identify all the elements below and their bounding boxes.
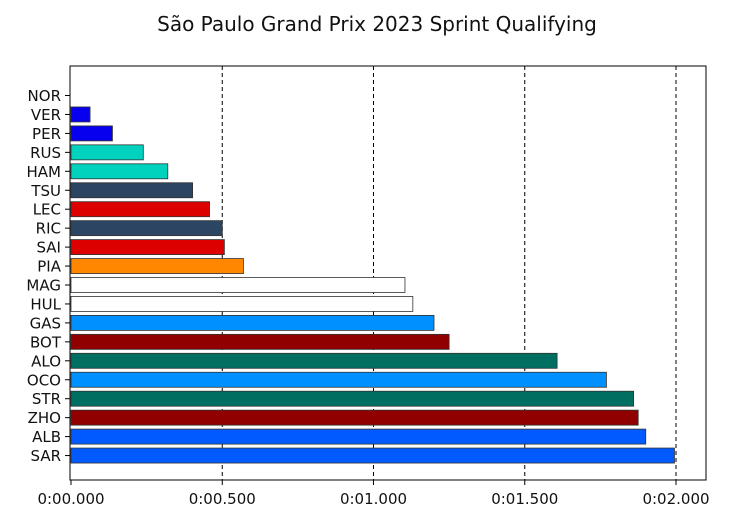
bars	[70, 106, 675, 464]
bar-gas	[70, 314, 435, 331]
bar-sai	[70, 239, 225, 256]
y-tick-label: BOT	[30, 333, 62, 351]
bar-lec	[70, 201, 210, 218]
y-tick-label: MAG	[26, 277, 61, 295]
y-axis: NORVERPERRUSHAMTSULECRICSAIPIAMAGHULGASB…	[26, 87, 70, 465]
bar-zho	[70, 409, 639, 426]
plot-frame	[69, 65, 707, 481]
y-tick-label: OCO	[27, 371, 61, 389]
bar-sar	[70, 447, 675, 464]
x-tick-label: 0:01.000	[340, 490, 407, 508]
bar-pia	[70, 258, 244, 274]
bar-tsu	[70, 182, 194, 199]
y-tick-label: HUL	[30, 295, 61, 313]
y-tick-label: RIC	[36, 220, 61, 238]
x-tick-label: 0:02.000	[642, 490, 709, 508]
bar-alo	[70, 352, 558, 369]
bar-mag	[70, 277, 406, 293]
y-tick-label: SAI	[37, 239, 62, 257]
y-tick-label: SAR	[31, 447, 61, 465]
y-tick-label: ALB	[32, 428, 61, 446]
bar-alb	[70, 428, 647, 445]
y-tick-label: RUS	[30, 144, 61, 162]
bar-ric	[70, 220, 223, 237]
y-tick-label: VER	[31, 106, 61, 124]
x-tick-label: 0:00.500	[189, 490, 256, 508]
bar-hul	[70, 296, 414, 312]
x-tick-label: 0:01.500	[491, 490, 558, 508]
y-tick-label: ALO	[31, 352, 61, 370]
bar-ver	[70, 106, 91, 123]
y-tick-label: NOR	[28, 87, 61, 105]
x-axis: 0:00.000 0:00.500 0:01.000 0:01.500 0:02.000	[37, 480, 710, 508]
y-tick-label: LEC	[33, 201, 61, 219]
bar-oco	[70, 371, 607, 388]
bar-str	[70, 390, 635, 407]
bar-rus	[70, 144, 144, 161]
y-tick-label: STR	[32, 390, 61, 408]
bar-ham	[70, 163, 169, 180]
y-tick-label: HAM	[27, 163, 61, 181]
y-tick-label: TSU	[30, 182, 61, 200]
y-tick-label: PIA	[37, 258, 61, 276]
x-tick-label: 0:00.000	[37, 490, 104, 508]
y-tick-label: ZHO	[28, 409, 61, 427]
y-tick-label: GAS	[30, 314, 61, 332]
bar-bot	[70, 333, 450, 350]
y-tick-label: PER	[32, 125, 61, 143]
bar-per	[70, 125, 113, 142]
chart-title: São Paulo Grand Prix 2023 Sprint Qualify…	[157, 12, 597, 36]
